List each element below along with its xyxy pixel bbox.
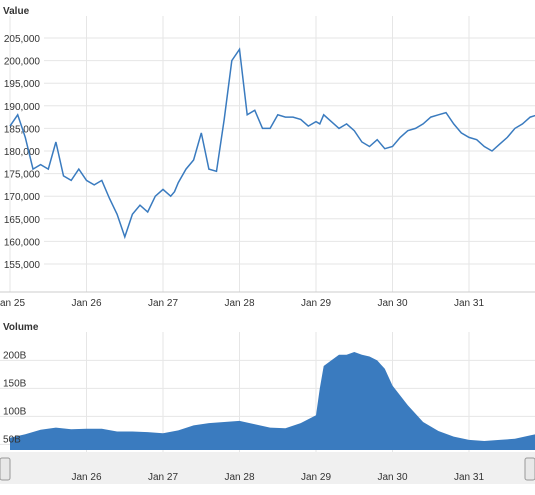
navigator-bar[interactable]	[0, 452, 535, 484]
value-grid	[0, 16, 535, 293]
volume-x-tick-label: Jan 28	[224, 472, 254, 483]
value-x-tick-label: Jan 30	[377, 298, 407, 309]
volume-x-axis: Jan 26 Jan 27 Jan 28 Jan 29 Jan 30 Jan 31	[71, 472, 484, 483]
value-y-tick-label: 175,000	[4, 170, 41, 181]
value-y-tick-label: 190,000	[4, 102, 41, 113]
value-x-tick-label: Jan 31	[454, 298, 484, 309]
value-x-tick-label: Jan 28	[224, 298, 254, 309]
volume-y-tick-label: 100B	[3, 406, 27, 417]
value-panel-title: Value	[3, 6, 30, 17]
volume-panel-title: Volume	[3, 322, 39, 333]
value-y-tick-label: 180,000	[4, 147, 41, 158]
navigator-right-handle[interactable]	[524, 457, 535, 481]
volume-x-tick-label: Jan 30	[377, 472, 407, 483]
value-y-tick-label: 205,000	[4, 34, 41, 45]
value-x-tick-label: Jan 29	[301, 298, 331, 309]
value-y-tick-label: 195,000	[4, 79, 41, 90]
value-y-tick-label: 165,000	[4, 215, 41, 226]
value-series-line	[9, 47, 535, 240]
volume-y-tick-label: 150B	[3, 378, 27, 389]
volume-x-tick-label: Jan 27	[148, 472, 178, 483]
value-x-tick-label: Jan 25	[0, 298, 25, 309]
value-x-tick-label: Jan 26	[71, 298, 101, 309]
volume-y-tick-label: 200B	[3, 350, 27, 361]
value-y-tick-label: 155,000	[4, 260, 41, 271]
value-y-tick-label: 200,000	[4, 57, 41, 68]
value-y-tick-label: 160,000	[4, 237, 41, 248]
volume-x-tick-label: Jan 31	[454, 472, 484, 483]
value-y-tick-label: 170,000	[4, 192, 41, 203]
value-x-axis: Jan 25 Jan 26 Jan 27 Jan 28 Jan 29 Jan 30 Jan …	[0, 298, 484, 309]
value-x-tick-label: Jan 27	[148, 298, 178, 309]
volume-x-tick-label: Jan 26	[71, 472, 101, 483]
volume-x-tick-label: Jan 29	[301, 472, 331, 483]
value-y-axis: 155,000 160,000 165,000 170,000 175,000 180,0…	[4, 34, 41, 271]
volume-series-area	[10, 352, 535, 450]
volume-y-tick-label: 50B	[3, 434, 21, 445]
volume-y-axis: 50B 100B 150B 200B	[3, 350, 27, 445]
navigator-left-handle[interactable]	[0, 457, 11, 481]
